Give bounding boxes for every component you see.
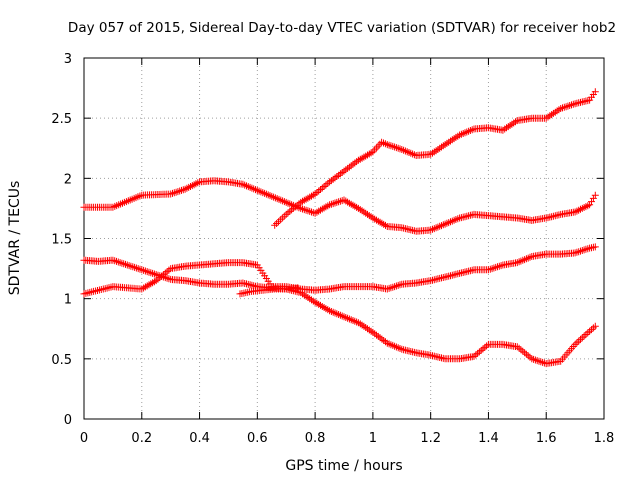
y-axis-label: SDTVAR / TECUs	[7, 181, 23, 296]
y-tick-label: 3	[64, 52, 72, 67]
series-markers	[80, 177, 599, 235]
series-markers	[271, 88, 599, 229]
x-tick-label: 0	[80, 431, 88, 446]
x-tick-label: 1.4	[478, 431, 499, 446]
series-track-descending	[80, 256, 599, 368]
x-axis-label: GPS time / hours	[285, 458, 402, 474]
y-tick-label: 1	[64, 293, 72, 308]
axes: 0 0.2 0.4 0.6 0.8 1 1.2 1.4 1.6 1.8 0 0.5 1 1.5 2 2.5 3	[51, 52, 614, 446]
data-series	[80, 88, 599, 368]
y-tick-label: 0.5	[51, 353, 72, 368]
x-tick-label: 0.8	[305, 431, 326, 446]
plot-border	[83, 57, 605, 420]
series-track-rising	[271, 88, 599, 229]
y-tick-label: 2.5	[51, 112, 72, 127]
series-markers	[80, 256, 599, 368]
x-tick-label: 1	[369, 431, 377, 446]
series-track-upper-early	[80, 177, 599, 235]
x-tick-label: 1.8	[594, 431, 615, 446]
series-track-middle	[80, 243, 599, 298]
x-tick-label: 1.2	[420, 431, 441, 446]
y-tick-label: 1.5	[51, 233, 72, 248]
x-tick-label: 0.4	[189, 431, 210, 446]
chart-title: Day 057 of 2015, Sidereal Day-to-day VTE…	[68, 20, 616, 36]
grid	[84, 58, 604, 419]
x-tick-label: 0.6	[247, 431, 268, 446]
y-tick-label: 2	[64, 172, 72, 187]
x-tick-label: 1.6	[536, 431, 557, 446]
x-tick-label: 0.2	[131, 431, 152, 446]
series-markers	[80, 243, 599, 298]
y-tick-label: 0	[64, 413, 72, 428]
